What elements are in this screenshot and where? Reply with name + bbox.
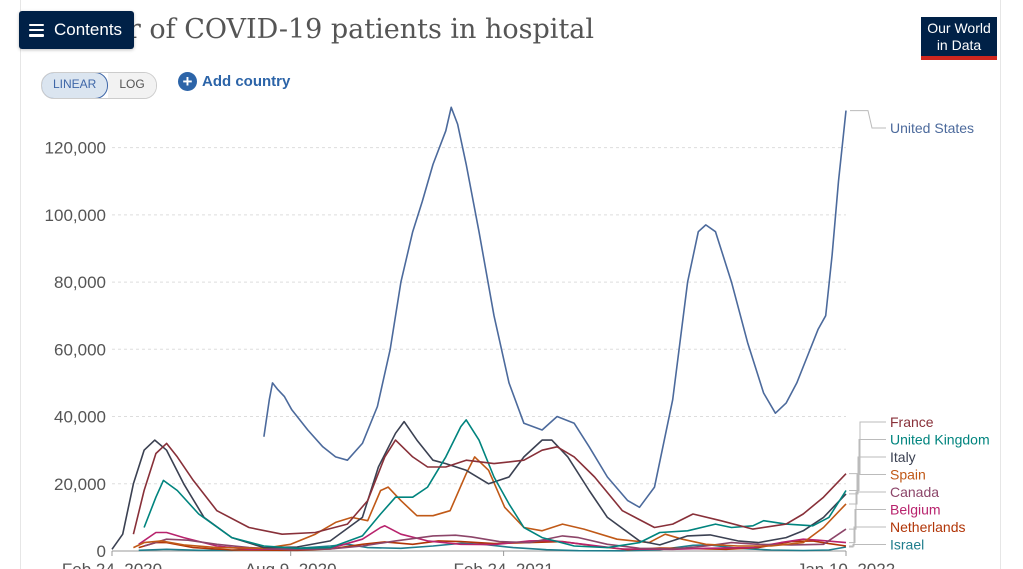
y-tick-label: 0 [97,542,106,561]
label-connector [850,110,886,129]
our-world-in-data-logo[interactable]: Our World in Data [921,17,997,60]
series-label-israel: Israel [890,537,924,553]
series-label-france: France [890,414,934,430]
chart-frame-right-border [1000,0,1001,569]
add-country-button[interactable]: + Add country [178,72,290,91]
series-label-canada: Canada [890,484,939,500]
contents-button-label: Contents [54,20,123,39]
plus-circle-icon: + [178,72,197,91]
series-label-united-kingdom: United Kingdom [890,432,990,448]
series-line-spain [133,456,847,550]
y-tick-label: 80,000 [54,273,106,292]
logo-line-1: Our World [927,20,991,36]
contents-button[interactable]: Contents [19,11,134,49]
gridlines [112,147,846,485]
hamburger-menu-icon [29,23,44,37]
logo-line-2: in Data [936,37,982,53]
label-connector [849,439,886,491]
linear-scale-button[interactable]: LINEAR [41,73,109,98]
label-connector [849,509,886,544]
y-axis: 0 20,000 40,000 60,000 80,000 100,000 120,000 [45,139,106,561]
x-tick-label: Feb 24, 2020 [62,560,162,569]
x-tick-label: Feb 24, 2021 [454,560,554,569]
y-tick-label: 60,000 [54,340,106,359]
chart-frame-left-border [20,0,21,569]
x-tick-label: Aug 9, 2020 [245,560,337,569]
scale-toggle: LINEAR LOG [41,72,157,99]
log-scale-button[interactable]: LOG [108,73,156,98]
series-label-italy: Italy [890,449,916,465]
y-tick-label: 120,000 [45,139,106,158]
label-connector [849,474,886,505]
series-line-united-states [263,106,847,509]
label-connector [849,421,886,475]
series-line-netherlands [138,540,847,552]
label-connector [849,526,886,547]
series-label-spain: Spain [890,467,926,483]
series-line-belgium [138,525,847,551]
x-tick-label: Jan 10, 2022 [797,560,895,569]
label-connector [849,491,886,530]
series-label-netherlands: Netherlands [890,519,966,535]
series-line-united-kingdom [143,419,847,550]
y-tick-label: 20,000 [54,475,106,494]
series-label-united-states: United States [890,120,974,136]
series-lines [111,106,847,552]
series-line-italy [111,420,847,550]
series-label-belgium: Belgium [890,502,941,518]
y-tick-label: 100,000 [45,206,106,225]
label-connector [849,544,886,548]
y-tick-label: 40,000 [54,408,106,427]
series-line-france [132,439,847,535]
x-axis: Feb 24, 2020 Aug 9, 2020 Feb 24, 2021 Jan 1… [62,550,895,569]
add-country-label: Add country [202,73,291,90]
label-connector [849,456,886,495]
